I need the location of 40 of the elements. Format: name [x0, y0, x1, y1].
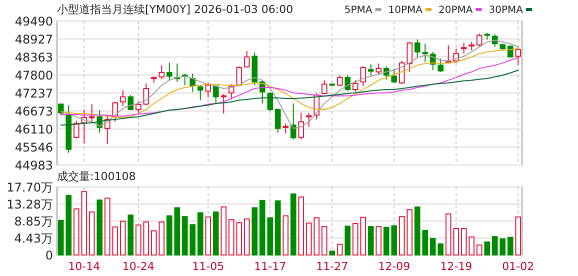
- bar: [128, 214, 134, 256]
- y-tick-label: 46673: [14, 104, 53, 119]
- x-tick-label: 10-14: [68, 260, 100, 273]
- bar: [96, 200, 103, 256]
- y-tick-label: 0: [45, 248, 53, 262]
- bar: [507, 236, 514, 256]
- y-tick-label: 44983: [14, 158, 53, 172]
- y-tick-label: 48927: [14, 32, 53, 46]
- x-tick-label: 12-19: [440, 260, 472, 273]
- bar: [344, 226, 351, 256]
- legend-label: 20PMA: [438, 5, 473, 16]
- bar: [197, 212, 204, 256]
- x-tick-label: 01-02: [502, 260, 534, 273]
- bar: [274, 200, 281, 256]
- y-tick-label: 8.85万: [14, 214, 53, 228]
- y-tick-label: 13.28万: [6, 197, 53, 212]
- legend-label: 5PMA: [344, 5, 372, 16]
- legend-label: 10PMA: [388, 5, 423, 16]
- y-tick-label: 49490: [14, 14, 53, 28]
- x-tick-label: 12-09: [378, 260, 410, 273]
- bar: [484, 241, 490, 256]
- y-tick-label: 46110: [14, 122, 53, 136]
- y-tick-label: 47800: [14, 68, 53, 82]
- x-tick-label: 11-05: [192, 260, 224, 273]
- bar: [290, 193, 296, 256]
- y-tick-label: 47237: [14, 86, 53, 100]
- x-tick-label: 10-24: [122, 260, 154, 273]
- bar: [212, 211, 219, 256]
- y-tick-label: 4.43万: [14, 231, 53, 246]
- chart-title: 成交量:100108: [57, 170, 136, 183]
- x-tick-label: 11-27: [316, 260, 348, 273]
- bar: [368, 226, 374, 256]
- y-tick-label: 48363: [14, 50, 53, 65]
- x-tick-label: 11-17: [254, 260, 286, 273]
- bar: [252, 207, 258, 256]
- legend-label: 30PMA: [488, 5, 524, 16]
- y-tick-label: 45546: [14, 140, 53, 155]
- chart-title: 小型道指当月连续[YM00Y] 2026-01-03 06:00: [57, 3, 294, 16]
- bar: [329, 250, 336, 256]
- y-tick-label: 17.70万: [6, 180, 53, 194]
